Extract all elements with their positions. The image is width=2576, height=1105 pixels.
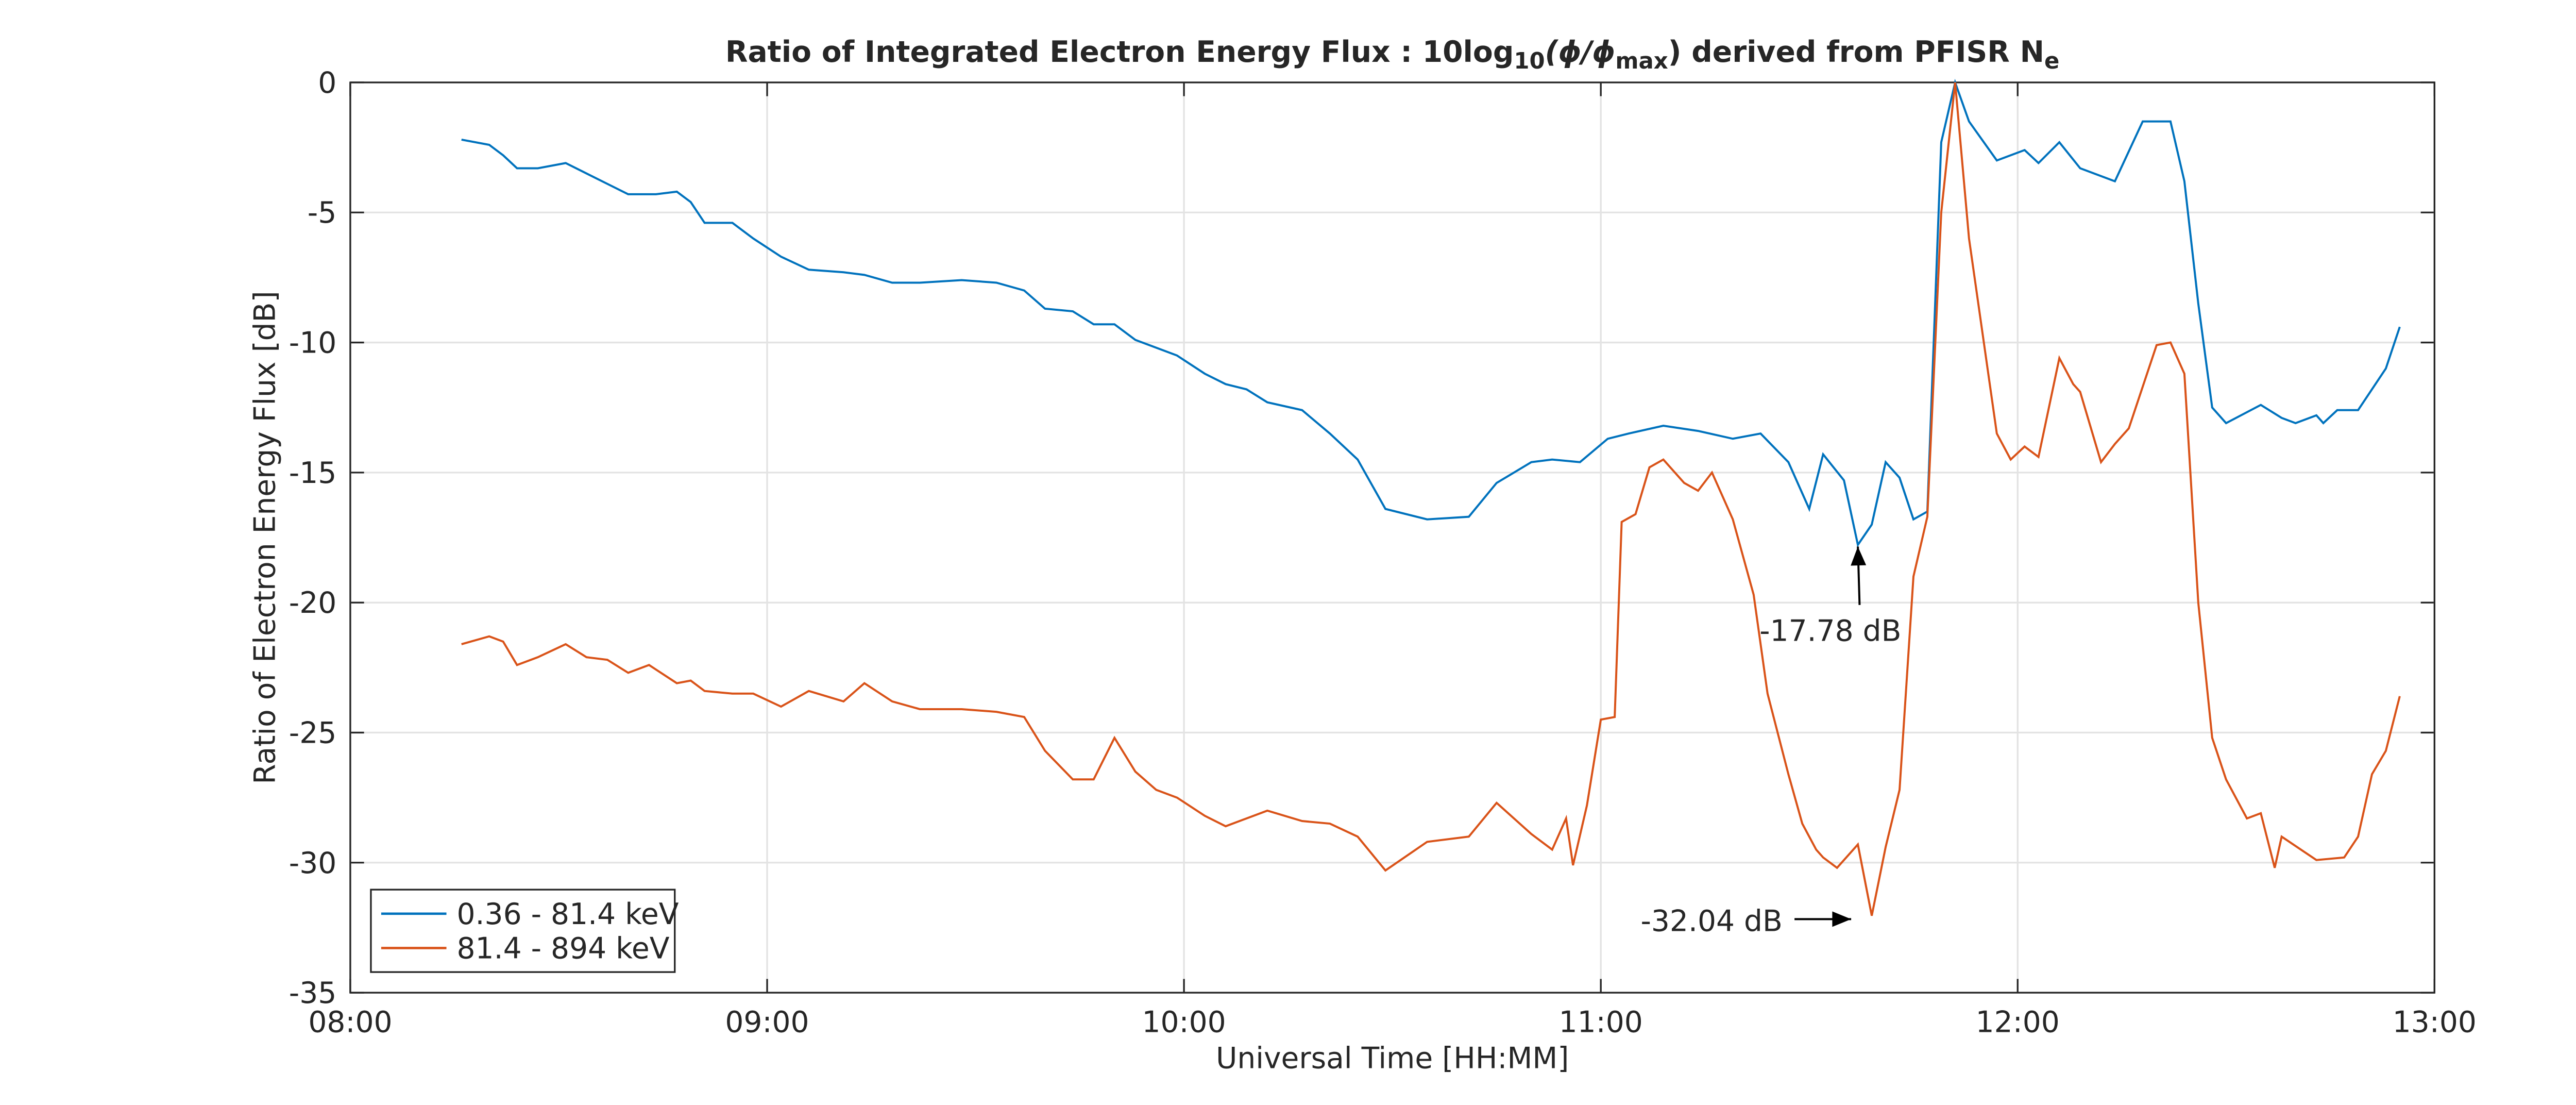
line-series [461,82,2401,916]
y-axis-label: Ratio of Electron Energy Flux [dB] [248,291,282,784]
plot-area [350,82,2435,993]
title-subscript: e [2044,48,2059,74]
legend-label: 81.4 - 894 keV [457,931,670,965]
x-tick-label: 13:00 [2393,1006,2477,1040]
x-tick-label: 08:00 [308,1006,392,1040]
title-text: ) derived from PFISR N [1668,35,2044,69]
y-tick-label: -10 [289,326,336,360]
legend-box [370,889,676,973]
chart-title: Ratio of Integrated Electron Energy Flux… [725,35,2060,74]
annotation-arrow-head [1832,911,1852,927]
title-subscript: max [1615,48,1668,74]
y-tick-label: -15 [289,456,336,490]
y-tick-label: -20 [289,586,336,620]
title-text: Ratio of Integrated Electron Energy Flux… [725,35,1514,69]
y-tick-label: -25 [289,716,336,750]
x-tick-label: 11:00 [1559,1006,1643,1040]
annotation-label: -17.78 dB [1759,614,1901,648]
x-tick-label: 10:00 [1142,1006,1226,1040]
x-tick-label: 09:00 [725,1006,809,1040]
plot-frame [349,81,2436,994]
x-axis-label: Universal Time [HH:MM] [1216,1042,1569,1076]
title-text: (ϕ/ϕ [1545,35,1616,69]
x-tick-label: 12:00 [1976,1006,2060,1040]
y-tick-label: 0 [318,66,336,100]
line-series [461,78,2401,548]
y-tick-label: -35 [289,976,336,1010]
title-subscript: 10 [1514,48,1545,74]
legend-label: 0.36 - 81.4 keV [457,897,679,931]
annotation-arrow-head [1851,546,1867,566]
y-tick-label: -5 [308,196,336,230]
y-tick-label: -30 [289,846,336,880]
annotation-label: -32.04 dB [1640,905,1782,939]
